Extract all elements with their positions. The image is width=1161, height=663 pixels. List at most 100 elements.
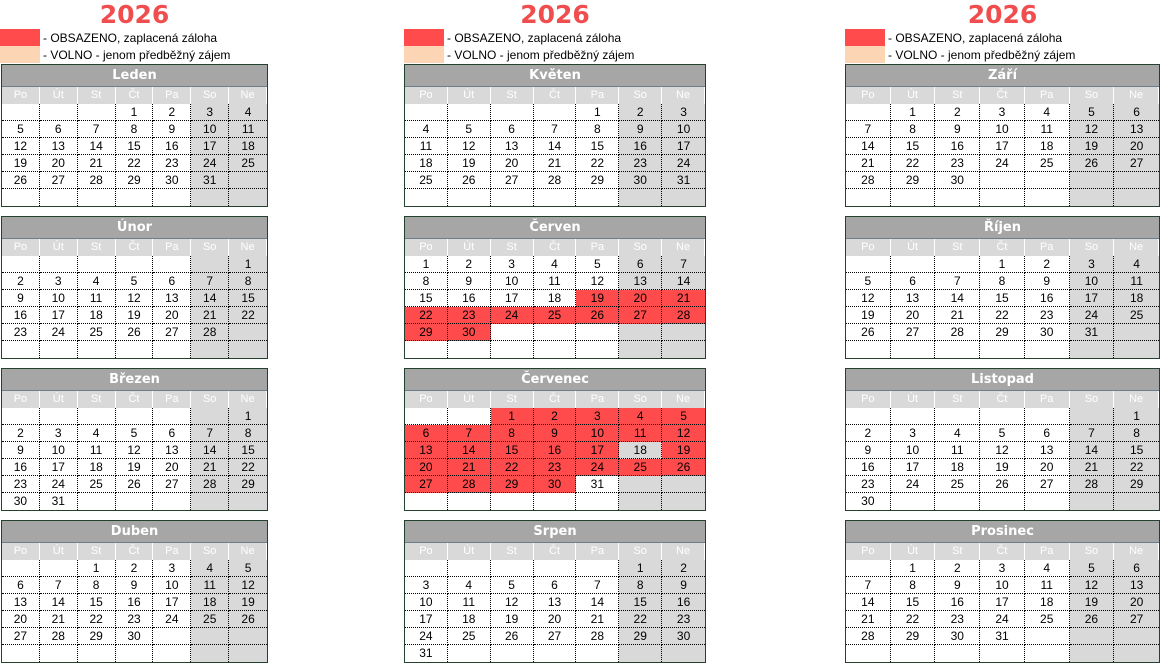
day-cell[interactable]: 21 bbox=[533, 155, 577, 172]
day-cell[interactable]: 12 bbox=[662, 425, 705, 442]
day-cell[interactable]: 9 bbox=[1024, 273, 1070, 290]
day-cell[interactable]: 22 bbox=[490, 459, 534, 476]
day-cell[interactable]: 2 bbox=[619, 104, 663, 121]
day-cell[interactable]: 6 bbox=[533, 577, 577, 594]
day-cell[interactable]: 3 bbox=[39, 273, 78, 290]
day-cell[interactable]: 2 bbox=[115, 560, 154, 577]
day-cell[interactable]: 14 bbox=[846, 138, 891, 155]
day-cell[interactable]: 4 bbox=[229, 104, 267, 121]
day-cell[interactable]: 11 bbox=[405, 138, 448, 155]
day-cell[interactable]: 29 bbox=[77, 628, 116, 645]
day-cell[interactable]: 19 bbox=[115, 307, 154, 324]
day-cell[interactable]: 21 bbox=[662, 290, 705, 307]
day-cell[interactable]: 27 bbox=[2, 628, 40, 645]
day-cell[interactable]: 15 bbox=[229, 442, 267, 459]
day-cell[interactable]: 2 bbox=[2, 273, 40, 290]
day-cell[interactable]: 13 bbox=[1114, 577, 1159, 594]
day-cell[interactable]: 30 bbox=[935, 628, 981, 645]
day-cell[interactable]: 26 bbox=[1069, 611, 1115, 628]
day-cell[interactable]: 20 bbox=[490, 155, 534, 172]
day-cell[interactable]: 12 bbox=[1069, 121, 1115, 138]
day-cell[interactable]: 22 bbox=[229, 307, 267, 324]
day-cell[interactable]: 7 bbox=[191, 425, 230, 442]
day-cell[interactable]: 19 bbox=[980, 459, 1025, 476]
day-cell[interactable]: 7 bbox=[662, 256, 705, 273]
day-cell[interactable]: 16 bbox=[935, 138, 981, 155]
day-cell[interactable]: 23 bbox=[2, 324, 40, 341]
day-cell[interactable]: 19 bbox=[115, 459, 154, 476]
day-cell[interactable]: 30 bbox=[2, 493, 40, 510]
day-cell[interactable]: 30 bbox=[115, 628, 154, 645]
day-cell[interactable]: 25 bbox=[77, 476, 116, 493]
day-cell[interactable]: 24 bbox=[39, 476, 78, 493]
day-cell[interactable]: 8 bbox=[490, 425, 534, 442]
day-cell[interactable]: 14 bbox=[935, 290, 981, 307]
day-cell[interactable]: 10 bbox=[980, 577, 1025, 594]
day-cell[interactable]: 18 bbox=[1024, 594, 1070, 611]
day-cell[interactable]: 25 bbox=[1114, 307, 1159, 324]
day-cell[interactable]: 22 bbox=[115, 155, 154, 172]
day-cell[interactable]: 24 bbox=[662, 155, 705, 172]
day-cell[interactable]: 5 bbox=[662, 408, 705, 425]
day-cell[interactable]: 24 bbox=[1069, 307, 1115, 324]
day-cell[interactable]: 21 bbox=[77, 155, 116, 172]
day-cell[interactable]: 21 bbox=[846, 611, 891, 628]
day-cell[interactable]: 25 bbox=[191, 611, 230, 628]
day-cell[interactable]: 30 bbox=[846, 493, 891, 510]
day-cell[interactable]: 17 bbox=[662, 138, 705, 155]
day-cell[interactable]: 25 bbox=[1024, 611, 1070, 628]
day-cell[interactable]: 17 bbox=[490, 290, 534, 307]
day-cell[interactable]: 17 bbox=[890, 459, 936, 476]
day-cell[interactable]: 31 bbox=[980, 628, 1025, 645]
day-cell[interactable]: 30 bbox=[447, 324, 491, 341]
day-cell[interactable]: 23 bbox=[115, 611, 154, 628]
day-cell[interactable]: 17 bbox=[1069, 290, 1115, 307]
day-cell[interactable]: 18 bbox=[533, 290, 577, 307]
day-cell[interactable]: 16 bbox=[2, 459, 40, 476]
day-cell[interactable]: 29 bbox=[229, 476, 267, 493]
day-cell[interactable]: 17 bbox=[39, 459, 78, 476]
day-cell[interactable]: 4 bbox=[533, 256, 577, 273]
day-cell[interactable]: 23 bbox=[935, 611, 981, 628]
day-cell[interactable]: 30 bbox=[1024, 324, 1070, 341]
day-cell[interactable]: 30 bbox=[662, 628, 705, 645]
day-cell[interactable]: 16 bbox=[2, 307, 40, 324]
day-cell[interactable]: 22 bbox=[619, 611, 663, 628]
day-cell[interactable]: 28 bbox=[662, 307, 705, 324]
day-cell[interactable]: 3 bbox=[191, 104, 230, 121]
day-cell[interactable]: 12 bbox=[490, 594, 534, 611]
day-cell[interactable]: 10 bbox=[191, 121, 230, 138]
day-cell[interactable]: 25 bbox=[619, 459, 663, 476]
day-cell[interactable]: 8 bbox=[229, 273, 267, 290]
day-cell[interactable]: 4 bbox=[1114, 256, 1159, 273]
day-cell[interactable]: 24 bbox=[153, 611, 192, 628]
day-cell[interactable]: 5 bbox=[980, 425, 1025, 442]
day-cell[interactable]: 13 bbox=[39, 138, 78, 155]
day-cell[interactable]: 20 bbox=[1024, 459, 1070, 476]
day-cell[interactable]: 16 bbox=[1024, 290, 1070, 307]
day-cell[interactable]: 12 bbox=[2, 138, 40, 155]
day-cell[interactable]: 26 bbox=[447, 172, 491, 189]
day-cell[interactable]: 21 bbox=[935, 307, 981, 324]
day-cell[interactable]: 28 bbox=[447, 476, 491, 493]
day-cell[interactable]: 20 bbox=[153, 459, 192, 476]
day-cell[interactable]: 17 bbox=[576, 442, 620, 459]
day-cell[interactable]: 18 bbox=[229, 138, 267, 155]
day-cell[interactable]: 4 bbox=[77, 425, 116, 442]
day-cell[interactable]: 28 bbox=[191, 476, 230, 493]
day-cell[interactable]: 17 bbox=[153, 594, 192, 611]
day-cell[interactable]: 25 bbox=[1024, 155, 1070, 172]
day-cell[interactable]: 28 bbox=[846, 628, 891, 645]
day-cell[interactable]: 29 bbox=[576, 172, 620, 189]
day-cell[interactable]: 12 bbox=[846, 290, 891, 307]
day-cell[interactable]: 3 bbox=[662, 104, 705, 121]
day-cell[interactable]: 27 bbox=[533, 628, 577, 645]
day-cell[interactable]: 4 bbox=[447, 577, 491, 594]
day-cell[interactable]: 2 bbox=[935, 104, 981, 121]
day-cell[interactable]: 1 bbox=[576, 104, 620, 121]
day-cell[interactable]: 5 bbox=[115, 425, 154, 442]
day-cell[interactable]: 9 bbox=[2, 442, 40, 459]
day-cell[interactable]: 27 bbox=[1024, 476, 1070, 493]
day-cell[interactable]: 13 bbox=[153, 290, 192, 307]
day-cell[interactable]: 3 bbox=[490, 256, 534, 273]
